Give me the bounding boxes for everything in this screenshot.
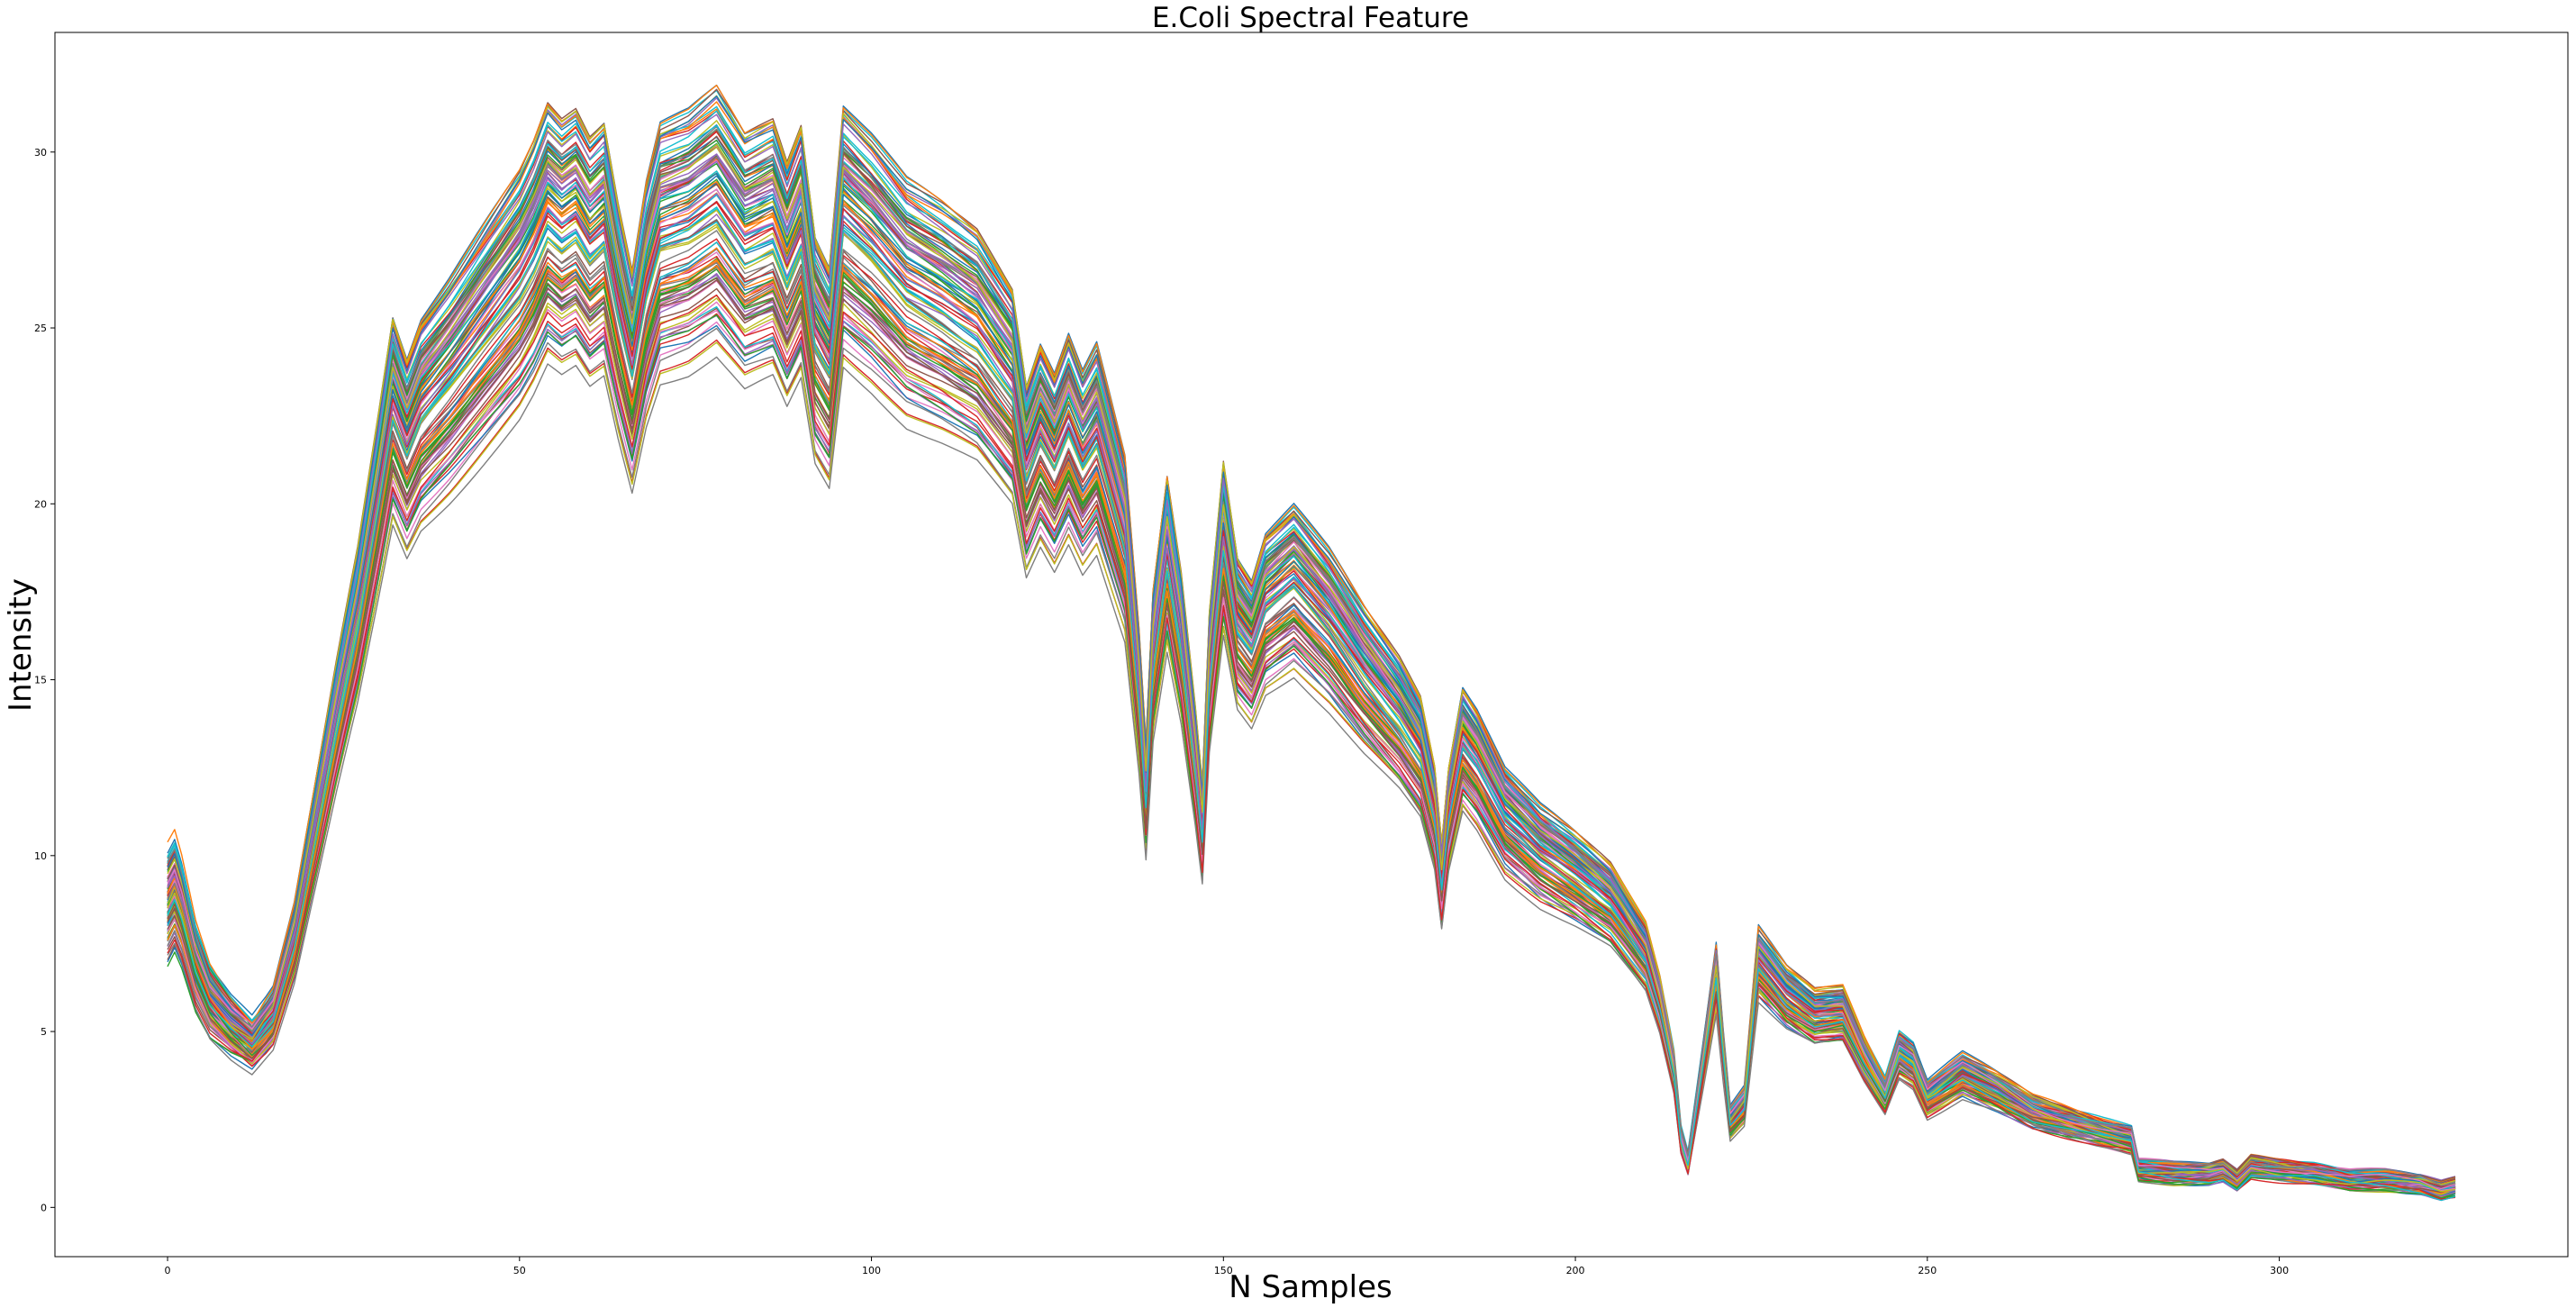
x-tick-label: 300 xyxy=(2270,1265,2289,1276)
spectrum-line xyxy=(167,295,2456,1197)
series-lines xyxy=(167,84,2456,1202)
chart-title: E.Coli Spectral Feature xyxy=(1152,2,1469,34)
spectrum-line xyxy=(167,221,2456,1202)
spectrum-line xyxy=(167,356,2456,1194)
y-tick-label: 5 xyxy=(41,1026,47,1038)
y-tick-label: 20 xyxy=(34,498,47,510)
x-tick-label: 50 xyxy=(513,1265,526,1276)
spectrum-line xyxy=(167,294,2456,1200)
spectrum-line xyxy=(167,128,2456,1186)
spectrum-line xyxy=(167,114,2456,1197)
x-tick-label: 100 xyxy=(862,1265,881,1276)
y-tick-label: 10 xyxy=(34,850,47,862)
spectrum-line xyxy=(167,314,2456,1199)
y-tick-label: 30 xyxy=(34,147,47,159)
spectrum-line xyxy=(167,95,2456,1192)
y-axis-ticks: 0 5 10 15 20 25 30 xyxy=(34,147,55,1213)
x-tick-label: 200 xyxy=(1566,1265,1585,1276)
spectrum-line xyxy=(167,301,2456,1190)
spectrum-line xyxy=(167,327,2456,1194)
y-axis-label: Intensity xyxy=(3,578,39,712)
spectrum-line xyxy=(167,193,2456,1194)
spectrum-line xyxy=(167,144,2456,1186)
x-tick-label: 0 xyxy=(165,1265,171,1276)
x-axis-label: N Samples xyxy=(1229,1269,1392,1305)
spectrum-line xyxy=(167,124,2456,1194)
plot-frame xyxy=(54,32,2569,1258)
x-tick-label: 150 xyxy=(1214,1265,1233,1276)
y-tick-label: 25 xyxy=(34,322,47,334)
y-tick-label: 15 xyxy=(34,675,47,686)
y-tick-label: 0 xyxy=(41,1202,47,1213)
spectrum-line xyxy=(167,105,2456,1190)
spectrum-line xyxy=(167,259,2456,1194)
spectrum-line xyxy=(167,230,2456,1195)
x-tick-label: 250 xyxy=(1918,1265,1937,1276)
spectrum-line xyxy=(167,143,2456,1193)
x-axis-ticks: 0 50 100 150 200 250 300 xyxy=(165,1257,2289,1276)
